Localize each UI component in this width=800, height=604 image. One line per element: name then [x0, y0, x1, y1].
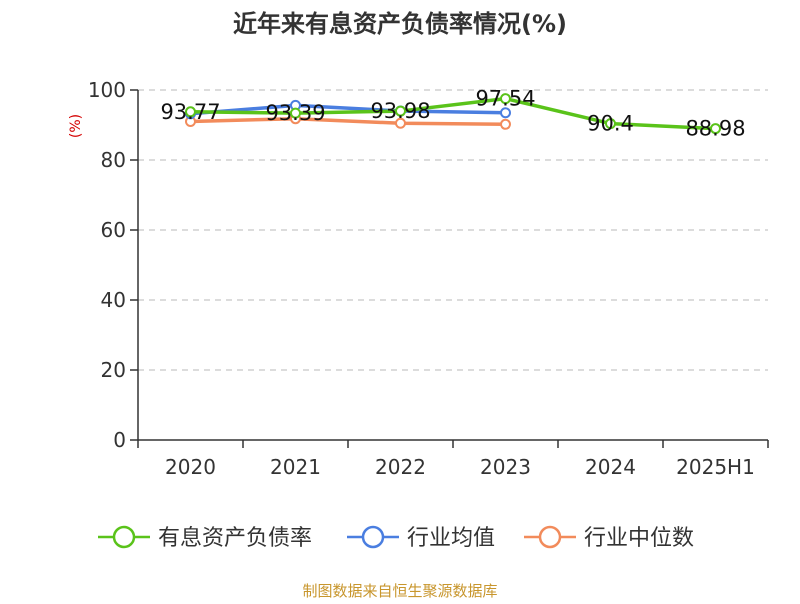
data-point	[605, 118, 616, 130]
data-label: 93.77	[160, 100, 220, 124]
series-lines	[185, 93, 721, 135]
x-tick-label: 2020	[165, 455, 216, 479]
data-label: 97.54	[475, 87, 535, 111]
legend-label: 行业中位数	[584, 526, 694, 551]
series-line	[188, 96, 718, 131]
y-axis-label: (%)	[68, 114, 84, 138]
data-label: 88.98	[685, 117, 745, 141]
data-label: 90.4	[587, 112, 634, 136]
chart-title: 近年来有息资产负债率情况(%)	[233, 10, 567, 38]
x-tick-label: 2025H1	[676, 455, 755, 479]
series-line	[188, 103, 508, 116]
data-label: 93.39	[265, 101, 325, 125]
y-tick-label: 0	[113, 428, 126, 452]
x-tick-label: 2023	[480, 455, 531, 479]
series-line	[188, 116, 508, 127]
y-tick-label: 100	[88, 78, 126, 102]
data-point	[500, 118, 511, 130]
x-tick-label: 2022	[375, 455, 426, 479]
legend-label: 有息资产负债率	[158, 526, 312, 551]
y-tick-label: 40	[101, 288, 126, 312]
y-tick-label: 60	[101, 218, 126, 242]
data-labels: 93.77 93.39 93.98 97.54 90.4 88.98	[160, 87, 745, 141]
data-point	[710, 123, 721, 135]
legend: 有息资产负债率 行业均值 行业中位数	[98, 525, 694, 551]
y-tick-label: 20	[101, 358, 126, 382]
y-tick-label: 80	[101, 148, 126, 172]
x-tick-label: 2024	[585, 455, 636, 479]
data-point	[500, 93, 511, 105]
source-note: 制图数据来自恒生聚源数据库	[302, 582, 497, 600]
gridlines	[138, 89, 768, 371]
legend-swatch-marker	[361, 525, 385, 549]
legend-label: 行业均值	[407, 526, 495, 551]
data-point	[395, 105, 406, 117]
data-point	[500, 107, 511, 119]
data-point	[290, 107, 301, 119]
axes: 0 20 40 60 80 100 2020 2021 2022 2023 2024 2025H1	[88, 78, 769, 479]
legend-swatch-marker	[538, 525, 562, 549]
data-point	[395, 117, 406, 129]
data-label: 93.98	[370, 99, 430, 123]
data-point	[185, 106, 196, 118]
legend-swatch-marker	[112, 525, 136, 549]
x-tick-label: 2021	[270, 455, 321, 479]
